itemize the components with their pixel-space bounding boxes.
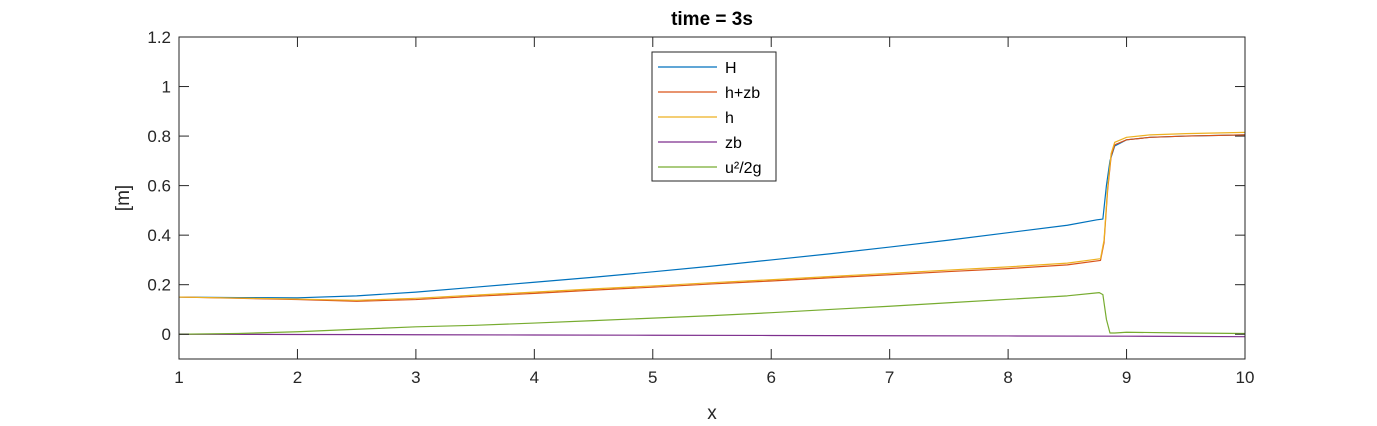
y-axis-label: [m]	[113, 185, 134, 211]
y-tick-label: 1	[162, 78, 171, 97]
series-line-1	[178, 134, 1246, 302]
series-line-2	[178, 131, 1246, 301]
y-tick-label: 0	[162, 325, 171, 344]
y-tick-label: 0.4	[147, 226, 171, 245]
x-tick-label: 5	[648, 368, 657, 387]
x-tick-label: 6	[766, 368, 775, 387]
y-tick-label: 0.2	[147, 276, 171, 295]
x-tick-label: 2	[293, 368, 302, 387]
x-tick-label: 8	[1003, 368, 1012, 387]
legend-label-3: zb	[725, 135, 742, 152]
y-tick-label: 1.2	[147, 28, 171, 47]
x-tick-label: 3	[411, 368, 420, 387]
chart-title: time = 3s	[671, 9, 753, 30]
legend: Hh+zb h zb u²/2g	[651, 51, 777, 182]
legend-label-2: h	[725, 110, 734, 127]
axes-box	[178, 36, 1246, 360]
series-line-4	[178, 292, 1246, 335]
legend-label-4: u²/2g	[725, 160, 761, 177]
axes-layer: 1 2 3 4 5 6 7 8 9 10 0 0.2 0.4 0.6 0.8 1 1.2	[147, 28, 1254, 387]
legend-label-1: h+zb	[725, 85, 760, 102]
legend-label-0: H	[725, 60, 737, 77]
x-tick-label: 7	[885, 368, 894, 387]
x-tick-label: 9	[1122, 368, 1131, 387]
x-tick-label: 1	[174, 368, 183, 387]
x-axis-label: x	[707, 403, 717, 424]
x-tick-label: 4	[530, 368, 539, 387]
series-layer	[178, 131, 1246, 338]
x-tick-label: 10	[1236, 368, 1255, 387]
y-tick-label: 0.6	[147, 177, 171, 196]
y-tick-label: 0.8	[147, 127, 171, 146]
series-line-3	[178, 333, 1246, 338]
